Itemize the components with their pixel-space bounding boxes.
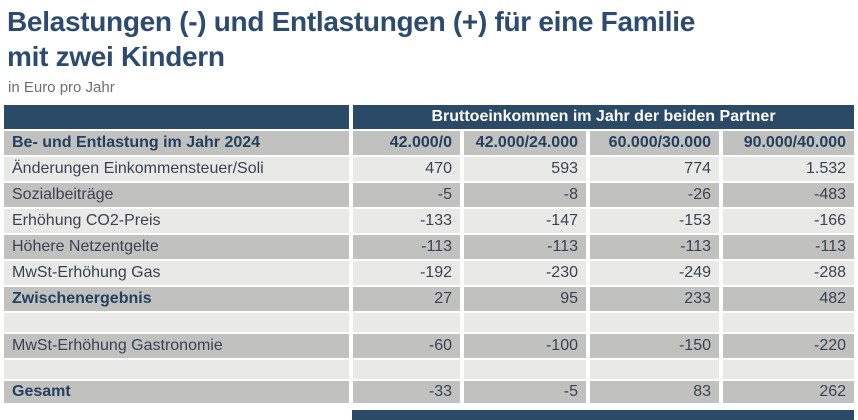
- column-header-row: Be- und Entlastung im Jahr 2024 42.000/0…: [4, 131, 855, 155]
- table-cell: -192: [353, 261, 460, 285]
- table-cell: 593: [464, 157, 586, 181]
- table-cell: -113: [590, 235, 719, 259]
- table-cell: 233: [590, 287, 719, 311]
- table-cell: 774: [590, 157, 719, 181]
- row-label: Sozialbeiträge: [4, 183, 349, 207]
- table-row: MwSt-Erhöhung Gas -192 -230 -249 -288: [4, 261, 855, 285]
- table-cell: 27: [353, 287, 460, 311]
- page-title-line1: Belastungen (-) und Entlastungen (+) für…: [7, 6, 696, 37]
- table-cell: -153: [590, 209, 719, 233]
- row-label: MwSt-Erhöhung Gas: [4, 261, 349, 285]
- subtotal-row: Zwischenergebnis 27 95 233 482: [4, 287, 855, 311]
- spacer-row: [4, 360, 855, 379]
- table-cell: 1.532: [723, 157, 855, 181]
- spacer-cell: [353, 313, 460, 332]
- table-cell: -5: [464, 381, 586, 403]
- table-cell: 482: [723, 287, 855, 311]
- row-header-label: Be- und Entlastung im Jahr 2024: [4, 131, 349, 155]
- table-cell: -483: [723, 183, 855, 207]
- table-cell: -8: [464, 183, 586, 207]
- table-cell: -5: [353, 183, 460, 207]
- row-label: Erhöhung CO2-Preis: [4, 209, 349, 233]
- table-cell: 95: [464, 287, 586, 311]
- table-row: Erhöhung CO2-Preis -133 -147 -153 -166: [4, 209, 855, 233]
- page-title: Belastungen (-) und Entlastungen (+) für…: [7, 4, 854, 74]
- group-header-row: Bruttoeinkommen im Jahr der beiden Partn…: [4, 105, 855, 129]
- spacer-cell: [723, 360, 855, 379]
- row-label: Gesamt: [4, 381, 349, 403]
- table-row: MwSt-Erhöhung Gastronomie -60 -100 -150 …: [4, 334, 855, 358]
- spacer-cell: [590, 360, 719, 379]
- table-row: Sozialbeiträge -5 -8 -26 -483: [4, 183, 855, 207]
- column-header: 42.000/24.000: [464, 131, 586, 155]
- table-cell: -150: [590, 334, 719, 358]
- column-header: 60.000/30.000: [590, 131, 719, 155]
- table-row: Höhere Netzentgelte -113 -113 -113 -113: [4, 235, 855, 259]
- table-cell: 83: [590, 381, 719, 403]
- table-cell: -133: [353, 209, 460, 233]
- total-row: Gesamt -33 -5 83 262: [4, 381, 855, 403]
- spacer-cell: [4, 360, 349, 379]
- table-cell: -60: [353, 334, 460, 358]
- table-cell: -113: [464, 235, 586, 259]
- column-header: 90.000/40.000: [723, 131, 855, 155]
- table-cell: -33: [353, 381, 460, 403]
- table-cell: -220: [723, 334, 855, 358]
- table-cell: -230: [464, 261, 586, 285]
- table-cell: -26: [590, 183, 719, 207]
- table-cell: 470: [353, 157, 460, 181]
- column-header: 42.000/0: [353, 131, 460, 155]
- row-label: Höhere Netzentgelte: [4, 235, 349, 259]
- spacer-cell: [590, 313, 719, 332]
- row-label: Änderungen Einkommensteuer/Soli: [4, 157, 349, 181]
- corner-cell: [4, 105, 349, 129]
- spacer-cell: [4, 313, 349, 332]
- table-cell: -147: [464, 209, 586, 233]
- data-table: Bruttoeinkommen im Jahr der beiden Partn…: [0, 103, 858, 405]
- spacer-cell: [464, 360, 586, 379]
- table-cell: 262: [723, 381, 855, 403]
- subtitle: in Euro pro Jahr: [8, 79, 115, 96]
- spacer-cell: [353, 360, 460, 379]
- table-cell: -249: [590, 261, 719, 285]
- table-row: Änderungen Einkommensteuer/Soli 470 593 …: [4, 157, 855, 181]
- row-label: Zwischenergebnis: [4, 287, 349, 311]
- table-cell: -113: [353, 235, 460, 259]
- spacer-cell: [723, 313, 855, 332]
- table-cell: -113: [723, 235, 855, 259]
- group-header: Bruttoeinkommen im Jahr der beiden Partn…: [353, 105, 855, 129]
- page-title-line2: mit zwei Kindern: [7, 41, 225, 72]
- spacer-cell: [464, 313, 586, 332]
- row-label: MwSt-Erhöhung Gastronomie: [4, 334, 349, 358]
- table-cell: -100: [464, 334, 586, 358]
- spacer-row: [4, 313, 855, 332]
- table-cell: -166: [723, 209, 855, 233]
- table-cell: -288: [723, 261, 855, 285]
- bottom-accent-bar: [352, 410, 854, 420]
